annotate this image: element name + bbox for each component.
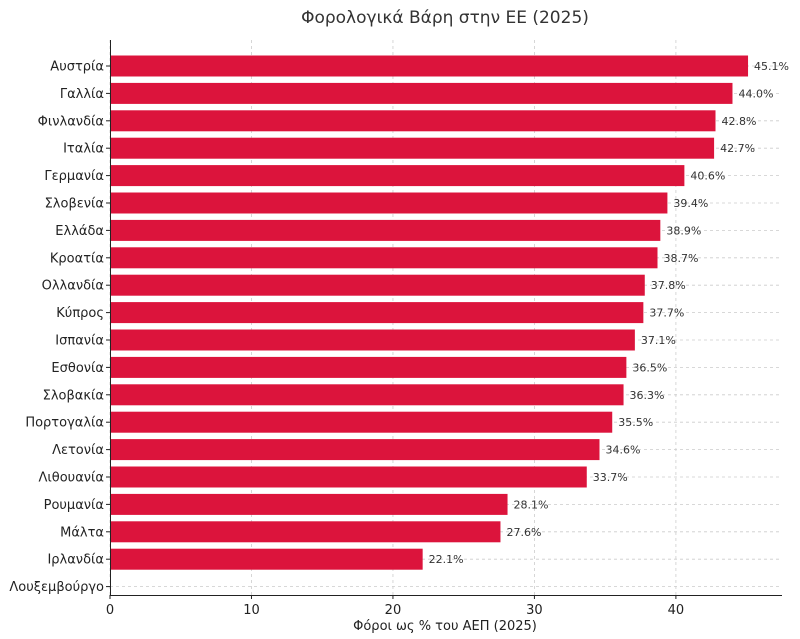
bar bbox=[110, 329, 635, 351]
x-tick-label: 20 bbox=[385, 603, 402, 618]
data-label: 39.4% bbox=[673, 197, 708, 210]
bar bbox=[110, 219, 661, 241]
category-label: Ιρλανδία bbox=[47, 553, 104, 568]
category-label: Λιθουανία bbox=[38, 471, 104, 486]
category-label: Αυστρία bbox=[50, 60, 104, 75]
x-tick-label: 0 bbox=[106, 603, 114, 618]
category-label: Ελλάδα bbox=[55, 224, 104, 239]
bar bbox=[110, 302, 644, 324]
x-tick-label: 30 bbox=[526, 603, 543, 618]
category-label: Λετονία bbox=[52, 443, 104, 458]
category-label: Μάλτα bbox=[60, 525, 104, 540]
bar bbox=[110, 521, 501, 543]
data-label: 35.5% bbox=[618, 416, 653, 429]
bar bbox=[110, 137, 715, 159]
bar bbox=[110, 82, 733, 104]
data-label: 40.6% bbox=[690, 170, 725, 183]
data-label: 36.3% bbox=[630, 389, 665, 402]
category-label: Σλοβακία bbox=[43, 388, 104, 403]
bar bbox=[110, 384, 624, 406]
x-tick-label: 40 bbox=[668, 603, 685, 618]
category-label: Κροατία bbox=[50, 251, 104, 266]
data-label: 37.7% bbox=[649, 307, 684, 320]
category-label: Σλοβενία bbox=[45, 197, 104, 212]
category-label: Γερμανία bbox=[44, 169, 104, 184]
category-label: Ολλανδία bbox=[42, 279, 104, 294]
bar bbox=[110, 274, 645, 296]
bar bbox=[110, 466, 587, 488]
data-label: 37.1% bbox=[641, 334, 676, 347]
data-label: 33.7% bbox=[593, 471, 628, 484]
data-label: 38.7% bbox=[664, 252, 699, 265]
bar bbox=[110, 110, 716, 132]
category-label: Φινλανδία bbox=[38, 114, 104, 129]
data-label: 38.9% bbox=[666, 224, 701, 237]
data-label: 28.1% bbox=[514, 498, 549, 511]
data-label: 45.1% bbox=[754, 60, 789, 73]
bar bbox=[110, 192, 668, 214]
category-label: Εσθονία bbox=[51, 361, 104, 376]
category-label: Γαλλία bbox=[60, 87, 104, 102]
bar bbox=[110, 356, 627, 378]
data-label: 27.6% bbox=[506, 526, 541, 539]
data-label: 37.8% bbox=[651, 279, 686, 292]
category-label: Ισπανία bbox=[55, 334, 104, 349]
axes bbox=[110, 40, 782, 596]
category-label: Πορτογαλία bbox=[25, 416, 104, 431]
data-label: 34.6% bbox=[605, 444, 640, 457]
data-label: 42.8% bbox=[722, 115, 757, 128]
bar bbox=[110, 55, 749, 77]
category-label: Ιταλία bbox=[63, 142, 104, 157]
bars: 45.1% 44.0% 42.8% 42.7% 40.6% 39.4% 38.9% 38.7%… bbox=[110, 55, 789, 570]
bar bbox=[110, 548, 423, 570]
x-tick-label: 10 bbox=[243, 603, 260, 618]
bar bbox=[110, 439, 600, 461]
category-label: Κύπρος bbox=[56, 306, 104, 321]
category-label: Ρουμανία bbox=[44, 498, 104, 513]
chart-title: Φορολογικά Βάρη στην ΕΕ (2025) bbox=[301, 8, 589, 28]
bar bbox=[110, 411, 613, 433]
x-ticks: 0 10 20 30 40 Αυστρία Γαλλία Φινλανδία Ιταλία Γερ… bbox=[9, 60, 684, 619]
category-label: Λουξεμβούργο bbox=[9, 580, 104, 595]
data-label: 36.5% bbox=[632, 361, 667, 374]
data-label: 44.0% bbox=[738, 87, 773, 100]
data-label: 42.7% bbox=[720, 142, 755, 155]
data-label: 22.1% bbox=[429, 553, 464, 566]
bar bbox=[110, 493, 508, 515]
bar bbox=[110, 247, 658, 269]
bar bbox=[110, 165, 685, 187]
x-axis-label: Φόροι ως % του ΑΕΠ (2025) bbox=[353, 619, 537, 634]
